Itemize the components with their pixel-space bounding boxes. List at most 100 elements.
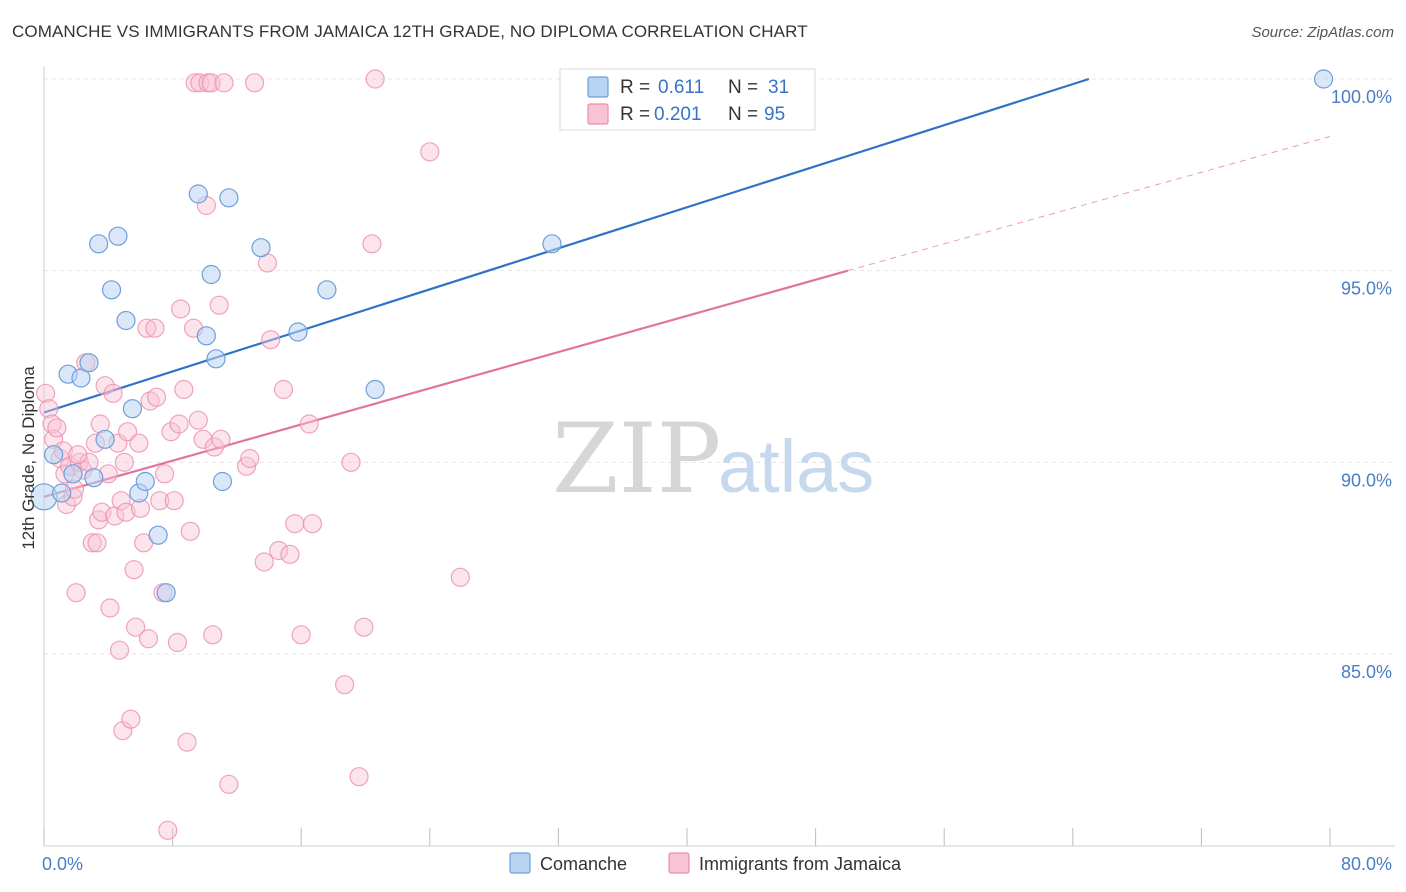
bottom-legend-label-comanche: Comanche (540, 854, 627, 874)
point-jamaica (100, 598, 120, 618)
chart-title: COMANCHE VS IMMIGRANTS FROM JAMAICA 12TH… (12, 22, 808, 41)
point-comanche (365, 379, 385, 400)
watermark: ZIP atlas (552, 403, 874, 515)
point-jamaica (240, 448, 260, 469)
point-jamaica (285, 514, 305, 534)
point-jamaica (164, 491, 184, 511)
legend-n-value-comanche: 31 (768, 77, 789, 98)
point-jamaica (236, 456, 257, 476)
legend-n-label-comanche: N = (728, 77, 758, 98)
point-comanche (116, 310, 136, 331)
point-jamaica (89, 510, 109, 530)
point-jamaica (209, 295, 229, 315)
point-comanche (95, 429, 115, 449)
x-tick-label: 0.0% (42, 854, 83, 874)
point-comanche (135, 471, 155, 492)
point-jamaica (158, 820, 178, 840)
point-comanche (251, 238, 271, 258)
point-jamaica (450, 567, 470, 587)
y-tick-label: 90.0% (1341, 470, 1392, 490)
point-comanche (288, 322, 308, 342)
point-jamaica (117, 422, 138, 442)
point-jamaica (254, 552, 274, 572)
point-jamaica (146, 387, 167, 407)
point-jamaica (36, 383, 56, 403)
point-jamaica (116, 502, 136, 522)
point-jamaica (280, 544, 300, 564)
point-jamaica (203, 625, 223, 645)
point-comanche (101, 280, 122, 300)
legend-r-label-jamaica: R = (620, 104, 650, 125)
point-comanche (206, 349, 226, 369)
gridlines (44, 78, 1395, 655)
point-jamaica (39, 399, 59, 419)
point-comanche (148, 525, 168, 545)
point-jamaica (145, 318, 165, 338)
x-tick-label: 80.0% (1341, 854, 1392, 874)
point-jamaica (126, 617, 146, 637)
watermark-zip: ZIP (552, 403, 721, 515)
point-jamaica (291, 625, 311, 645)
point-comanche (212, 471, 233, 492)
y-tick-label: 100.0% (1331, 87, 1392, 107)
point-comanche (44, 445, 64, 465)
point-jamaica (82, 533, 102, 553)
point-jamaica (121, 709, 141, 729)
point-jamaica (244, 73, 265, 93)
point-jamaica (302, 514, 323, 534)
point-comanche (79, 353, 99, 373)
x-tick-labels: 0.0% 80.0% (42, 854, 1392, 874)
point-comanche (71, 368, 91, 388)
point-comanche (89, 234, 109, 254)
bottom-legend-swatch-comanche (509, 852, 531, 874)
point-jamaica (174, 379, 194, 400)
point-jamaica (177, 732, 197, 752)
point-comanche (188, 184, 208, 204)
point-jamaica (87, 533, 107, 553)
point-jamaica (219, 774, 239, 794)
y-tick-label: 85.0% (1341, 662, 1392, 682)
point-comanche (63, 464, 83, 484)
point-comanche (201, 264, 221, 285)
point-jamaica (365, 69, 385, 89)
point-comanche (542, 234, 562, 254)
point-jamaica (190, 73, 210, 93)
axes (43, 66, 1395, 847)
legend: R = 0.611 N = 31 R = 0.201 N = 95 (559, 68, 816, 131)
point-comanche (122, 399, 143, 419)
point-jamaica (68, 445, 88, 465)
point-jamaica (92, 502, 112, 522)
legend-n-value-jamaica: 95 (764, 104, 785, 125)
legend-swatch-jamaica (587, 103, 609, 125)
point-jamaica (114, 452, 134, 472)
point-jamaica (211, 429, 231, 449)
point-jamaica (138, 629, 159, 649)
point-comanche (219, 188, 239, 208)
point-jamaica (129, 433, 149, 453)
point-jamaica (95, 376, 115, 396)
point-jamaica (204, 437, 224, 457)
point-jamaica (150, 491, 170, 511)
point-jamaica (354, 617, 374, 637)
bottom-legend-swatch-jamaica (668, 852, 690, 874)
point-jamaica (349, 767, 369, 787)
point-jamaica (335, 675, 355, 695)
point-comanche (156, 583, 176, 603)
point-comanche (317, 280, 337, 300)
legend-n-label-jamaica: N = (728, 104, 758, 125)
point-jamaica (299, 414, 319, 434)
legend-r-label-comanche: R = (620, 77, 650, 98)
point-jamaica (214, 73, 234, 93)
point-jamaica (111, 491, 131, 511)
data-points (30, 69, 1334, 840)
legend-swatch-comanche (587, 76, 609, 98)
point-comanche (1313, 69, 1334, 89)
point-jamaica (420, 142, 440, 162)
point-jamaica (167, 632, 188, 653)
point-jamaica (362, 234, 382, 254)
point-jamaica (261, 330, 281, 350)
point-jamaica (169, 414, 189, 434)
y-tick-label: 95.0% (1341, 279, 1392, 299)
legend-r-value-jamaica: 0.201 (654, 104, 702, 125)
